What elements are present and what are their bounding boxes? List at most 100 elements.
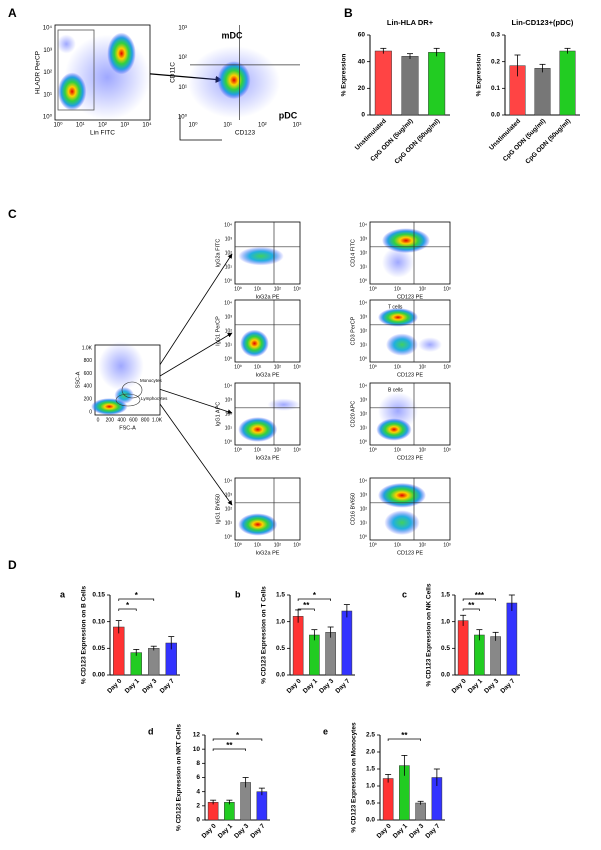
y-axis-label: HLADR PerCP — [35, 51, 42, 94]
density-cloud — [418, 337, 442, 353]
x-tick-label: Day 7 — [424, 822, 441, 839]
x-axis-label: CD123 PE — [397, 455, 423, 461]
y-tick-label: 40 — [358, 58, 366, 65]
density-cloud — [56, 34, 76, 54]
y-tick-label: 10¹ — [225, 264, 233, 270]
y-tick-label: 10² — [43, 70, 52, 76]
error-bar — [539, 63, 546, 73]
x-tick-label: 10² — [258, 123, 267, 129]
density-cloud — [91, 398, 128, 415]
x-tick-label: Day 0 — [286, 677, 303, 694]
y-tick-label: 0.0 — [441, 672, 450, 679]
significance-label: * — [126, 601, 130, 610]
y-tick-label: 10⁴ — [359, 383, 367, 389]
x-tick-label: 10⁰ — [369, 447, 377, 453]
y-tick-label: 800 — [84, 358, 93, 364]
error-bar — [514, 54, 521, 77]
x-tick-label: 200 — [106, 417, 115, 423]
x-axis-label: IoG2a PE — [256, 294, 280, 300]
bar — [240, 782, 251, 821]
y-tick-label: 0.3 — [491, 32, 500, 39]
y-tick-label: 1.5 — [366, 766, 375, 773]
x-axis-label: Lin FITC — [90, 130, 115, 137]
bar — [474, 634, 485, 676]
x-tick-label: Day 7 — [249, 822, 266, 839]
y-tick-label: 10² — [225, 506, 233, 512]
y-tick-label: 10⁰ — [224, 278, 232, 284]
x-tick-label: 800 — [141, 417, 150, 423]
density-cloud — [217, 61, 251, 100]
y-tick-label: 20 — [358, 85, 366, 92]
y-tick-label: 10³ — [360, 236, 368, 242]
x-tick-label: 600 — [129, 417, 138, 423]
y-tick-label: 10¹ — [225, 520, 233, 526]
error-bar — [476, 629, 483, 641]
x-axis-label: IoG2a PE — [256, 550, 280, 556]
y-tick-label: 0.00 — [92, 672, 105, 679]
x-tick-label: 10³ — [443, 447, 451, 453]
bar — [382, 778, 394, 821]
x-tick-label: 10² — [419, 364, 427, 370]
gate-label: B cells — [388, 387, 403, 393]
x-tick-label: 10⁰ — [234, 364, 242, 370]
bar — [256, 791, 268, 821]
y-tick-label: 0.05 — [92, 645, 105, 652]
error-bar — [433, 47, 440, 57]
y-axis-label: % Expression — [341, 54, 348, 97]
gate-label: Lymphocytes — [141, 396, 168, 401]
x-axis-label: CD123 PE — [397, 294, 423, 300]
x-tick-label: 10³ — [443, 286, 451, 292]
y-axis-label: % CD123 Expression on NKT Cells — [176, 724, 183, 831]
y-tick-label: 10⁴ — [224, 383, 232, 389]
x-tick-label: Day 3 — [483, 677, 500, 694]
density-cloud — [107, 32, 136, 75]
density-cloud — [384, 510, 420, 536]
significance-bracket — [212, 748, 246, 751]
significance-label: * — [313, 591, 317, 600]
x-tick-label: 10⁰ — [369, 542, 377, 548]
bar — [401, 56, 419, 116]
gate-label: Monocytes — [140, 378, 163, 383]
bar — [534, 68, 551, 116]
y-tick-label: 10⁰ — [178, 114, 188, 121]
y-axis-label: IgG1 PerCP — [215, 316, 221, 346]
panel-sublabel: e — [323, 726, 328, 736]
density-cloud — [376, 418, 412, 441]
chart-title: Lin-CD123+(pDC) — [512, 18, 574, 27]
bar — [292, 616, 304, 676]
y-tick-label: 10¹ — [43, 92, 52, 98]
x-tick-label: 10² — [419, 447, 427, 453]
y-tick-label: 10⁰ — [359, 534, 367, 540]
bar — [506, 602, 518, 676]
y-axis-label: % CD123 Expression on T Cells — [261, 586, 268, 684]
plot-frame — [234, 299, 301, 363]
x-axis-label: CD123 PE — [397, 372, 423, 378]
bar — [428, 52, 446, 116]
error-bar — [210, 799, 217, 805]
density-cloud — [238, 246, 284, 266]
y-tick-label: 10³ — [225, 236, 233, 242]
panel-label: A — [8, 6, 17, 20]
y-tick-label: 10⁴ — [224, 222, 232, 228]
density-cloud — [386, 333, 418, 356]
y-tick-label: 10⁰ — [224, 356, 232, 362]
y-tick-label: 10¹ — [360, 425, 368, 431]
bar — [325, 632, 336, 676]
density-cloud — [240, 329, 269, 358]
bar — [309, 634, 320, 676]
bar — [224, 802, 235, 821]
y-tick-label: 0 — [361, 112, 365, 119]
x-tick-label: Day 0 — [106, 677, 123, 694]
y-tick-label: 10³ — [225, 397, 233, 403]
y-tick-label: 10³ — [225, 492, 233, 498]
error-bar — [401, 755, 408, 776]
x-tick-label: Day 7 — [159, 677, 176, 694]
x-tick-label: 10³ — [293, 123, 302, 129]
y-tick-label: 10² — [360, 506, 368, 512]
gate — [57, 29, 95, 111]
error-bar — [168, 636, 175, 650]
x-tick-label: Day 0 — [376, 822, 393, 839]
x-tick-label: 10¹ — [254, 364, 262, 370]
y-tick-label: 0 — [196, 817, 200, 824]
significance-label: ** — [226, 741, 233, 750]
